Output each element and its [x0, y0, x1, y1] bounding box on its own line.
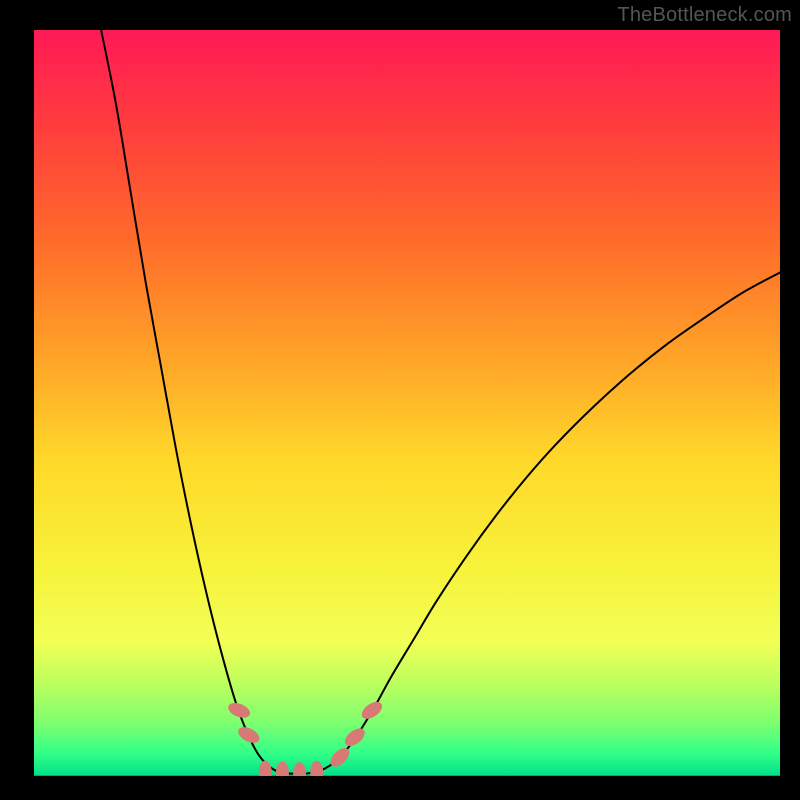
watermark-text: TheBottleneck.com [617, 4, 792, 27]
bottleneck-chart [34, 30, 780, 776]
chart-svg [34, 30, 780, 776]
marker [259, 761, 271, 776]
marker [311, 761, 323, 776]
gradient-background [34, 30, 780, 776]
